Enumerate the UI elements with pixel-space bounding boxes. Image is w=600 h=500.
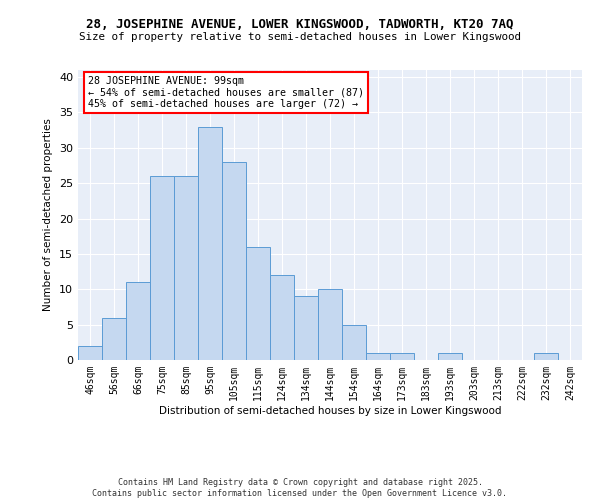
Bar — [102, 318, 126, 360]
Bar — [78, 346, 102, 360]
Bar — [198, 126, 222, 360]
Bar — [150, 176, 174, 360]
Bar — [222, 162, 246, 360]
Text: Contains HM Land Registry data © Crown copyright and database right 2025.
Contai: Contains HM Land Registry data © Crown c… — [92, 478, 508, 498]
Bar — [534, 353, 558, 360]
Text: Size of property relative to semi-detached houses in Lower Kingswood: Size of property relative to semi-detach… — [79, 32, 521, 42]
Bar — [366, 353, 390, 360]
Bar — [342, 324, 366, 360]
Bar — [294, 296, 318, 360]
Bar — [390, 353, 414, 360]
Bar — [126, 282, 150, 360]
Text: 28, JOSEPHINE AVENUE, LOWER KINGSWOOD, TADWORTH, KT20 7AQ: 28, JOSEPHINE AVENUE, LOWER KINGSWOOD, T… — [86, 18, 514, 30]
Text: 28 JOSEPHINE AVENUE: 99sqm
← 54% of semi-detached houses are smaller (87)
45% of: 28 JOSEPHINE AVENUE: 99sqm ← 54% of semi… — [88, 76, 364, 109]
Bar — [270, 275, 294, 360]
Bar — [174, 176, 198, 360]
Y-axis label: Number of semi-detached properties: Number of semi-detached properties — [43, 118, 53, 312]
X-axis label: Distribution of semi-detached houses by size in Lower Kingswood: Distribution of semi-detached houses by … — [159, 406, 501, 415]
Bar — [318, 290, 342, 360]
Bar — [438, 353, 462, 360]
Bar — [246, 247, 270, 360]
